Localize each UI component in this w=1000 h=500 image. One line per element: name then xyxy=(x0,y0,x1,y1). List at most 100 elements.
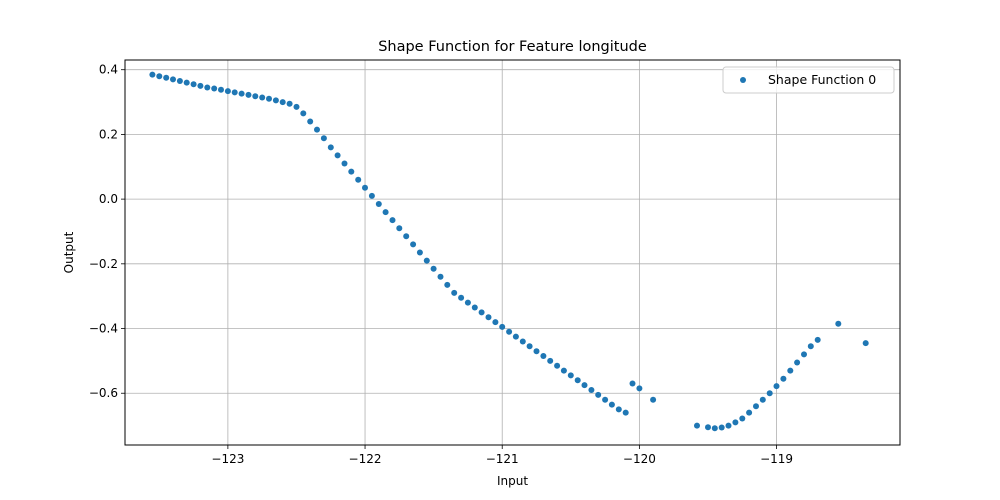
series-shape-function-0 xyxy=(149,71,869,432)
data-point xyxy=(423,257,430,264)
x-axis-ticks: −123 −122 −121 −120 −119 xyxy=(211,445,793,466)
data-point xyxy=(272,97,279,104)
data-point xyxy=(362,184,368,191)
data-point xyxy=(348,168,355,175)
data-point xyxy=(588,387,595,393)
data-point xyxy=(766,390,773,397)
y-tick-label: −0.6 xyxy=(89,386,118,400)
data-point xyxy=(410,241,417,248)
legend-label: Shape Function 0 xyxy=(768,72,876,87)
data-point xyxy=(341,160,348,167)
data-point xyxy=(471,304,478,311)
data-point xyxy=(183,79,190,86)
data-point xyxy=(814,336,821,343)
data-point xyxy=(718,424,725,431)
data-point xyxy=(759,396,766,403)
data-point xyxy=(334,152,341,159)
data-point xyxy=(574,377,581,384)
data-point xyxy=(567,372,574,379)
data-point xyxy=(300,110,307,117)
data-point xyxy=(595,391,602,398)
data-point xyxy=(711,425,718,432)
data-point xyxy=(156,73,163,80)
data-point xyxy=(506,328,513,335)
data-point xyxy=(526,343,533,350)
data-point xyxy=(170,76,176,83)
data-point xyxy=(266,95,272,102)
data-point xyxy=(307,118,314,125)
data-point xyxy=(224,88,231,95)
plot-frame xyxy=(124,59,901,446)
data-point xyxy=(602,396,609,403)
data-point xyxy=(512,333,519,340)
x-tick-label: −120 xyxy=(623,452,656,466)
data-point xyxy=(629,380,636,387)
data-point xyxy=(252,93,259,100)
data-point xyxy=(608,401,615,408)
data-point xyxy=(314,126,320,133)
data-point xyxy=(807,343,814,350)
data-point xyxy=(451,289,458,296)
data-point xyxy=(519,338,526,345)
x-axis-label: Input xyxy=(497,474,528,488)
data-point xyxy=(355,176,362,183)
y-axis-ticks: 0.4 0.2 0.0 −0.2 −0.4 −0.6 xyxy=(89,63,125,400)
x-tick-label: −122 xyxy=(349,452,382,466)
data-point xyxy=(787,367,794,374)
data-point xyxy=(197,82,204,89)
data-point xyxy=(375,201,382,207)
data-point xyxy=(746,409,753,416)
data-point xyxy=(396,225,403,232)
data-point xyxy=(231,89,238,96)
data-point xyxy=(163,74,170,81)
data-point xyxy=(533,348,540,355)
data-point xyxy=(478,309,485,316)
legend: Shape Function 0 xyxy=(722,66,895,94)
data-point xyxy=(492,319,499,326)
data-point xyxy=(218,86,224,93)
y-tick-label: −0.4 xyxy=(89,322,118,336)
data-point xyxy=(560,367,567,374)
data-point xyxy=(499,323,506,330)
x-tick-label: −123 xyxy=(211,452,244,466)
data-point xyxy=(403,233,410,240)
data-point xyxy=(554,362,561,369)
data-point xyxy=(540,353,547,359)
data-point xyxy=(547,357,554,364)
data-point xyxy=(327,144,334,151)
legend-marker xyxy=(740,77,746,83)
data-point xyxy=(245,91,252,98)
data-point xyxy=(279,99,286,106)
data-point xyxy=(320,135,327,142)
x-tick-label: −121 xyxy=(486,452,519,466)
y-tick-label: 0.0 xyxy=(99,192,118,206)
data-point xyxy=(615,406,622,413)
data-point xyxy=(801,351,807,358)
data-point xyxy=(389,217,396,224)
data-point xyxy=(862,340,869,347)
data-point xyxy=(430,265,437,272)
data-point xyxy=(437,273,444,280)
data-point xyxy=(753,403,759,410)
data-point xyxy=(581,382,588,389)
y-axis-label: Output xyxy=(62,231,76,273)
data-point xyxy=(739,415,746,422)
chart-title: Shape Function for Feature longitude xyxy=(378,39,647,55)
data-point xyxy=(149,71,156,78)
data-point xyxy=(636,385,643,392)
y-tick-label: 0.4 xyxy=(99,63,118,77)
x-tick-label: −119 xyxy=(760,452,793,466)
data-point xyxy=(650,396,657,403)
data-point xyxy=(293,103,300,110)
grid-lines xyxy=(125,60,900,445)
legend-box xyxy=(722,66,895,94)
data-point xyxy=(238,90,245,97)
data-point xyxy=(286,100,293,107)
data-point xyxy=(190,81,197,88)
data-point xyxy=(259,94,266,101)
data-point xyxy=(485,314,492,321)
data-point xyxy=(694,422,700,429)
data-point xyxy=(464,299,471,306)
data-point xyxy=(732,419,739,426)
data-point xyxy=(416,249,423,256)
